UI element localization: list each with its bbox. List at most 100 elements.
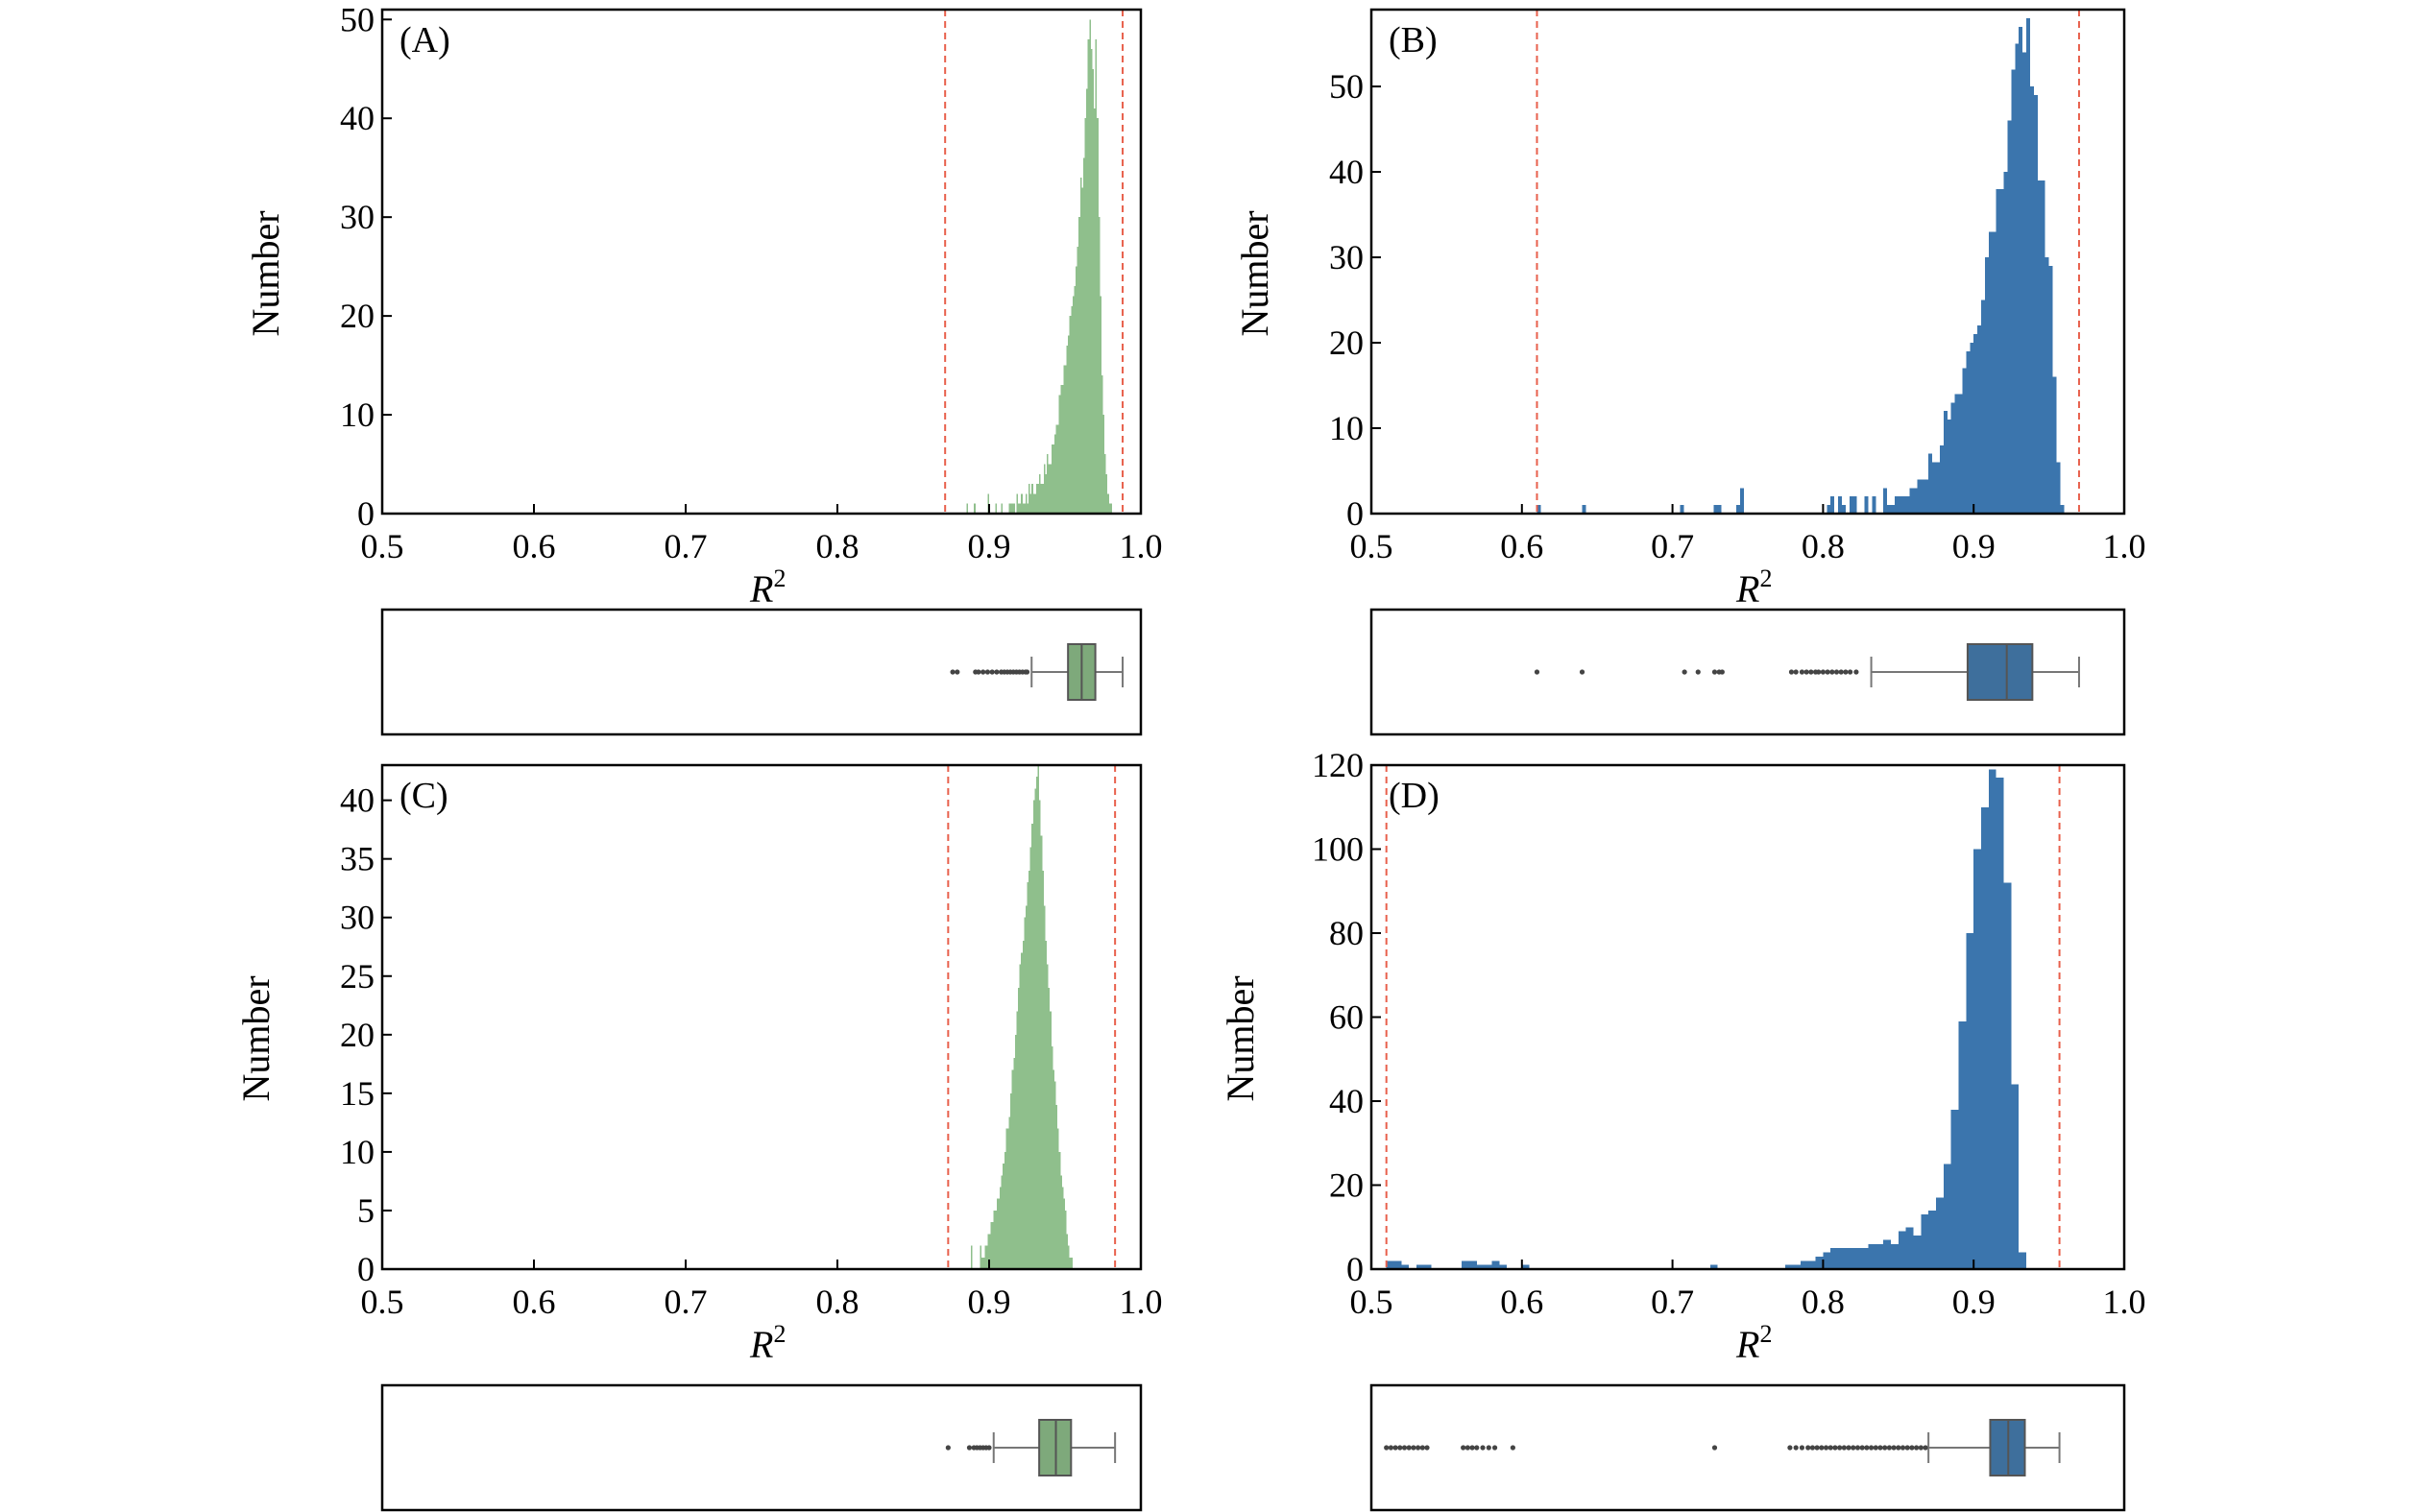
- boxplot-outlier: [1469, 1445, 1475, 1451]
- y-tick-label: 15: [340, 1074, 375, 1113]
- histogram-bar: [1072, 296, 1075, 514]
- histogram-bar: [1901, 496, 1906, 514]
- histogram-bar: [2019, 1252, 2027, 1269]
- boxplot-outlier: [1891, 1445, 1897, 1451]
- x-tick-label: 0.9: [1952, 1283, 1996, 1321]
- boxplot-outlier: [1803, 669, 1809, 675]
- boxplot-outlier: [1886, 1445, 1892, 1451]
- histogram-bar: [1905, 1227, 1914, 1269]
- histogram-bar: [1484, 1264, 1492, 1269]
- boxplot-outlier: [1411, 1445, 1416, 1451]
- histogram-bar: [1883, 1239, 1891, 1269]
- panel-B: 0.5 0.6 0.7 0.8 0.9 1.0 0 10 20 30 40 50 (B) Number R2: [1233, 8, 2146, 736]
- histogram-bar: [1037, 484, 1040, 514]
- histogram-bar: [1913, 488, 1918, 514]
- histogram-bar: [1069, 1257, 1072, 1269]
- boxplot-outlier: [1825, 669, 1830, 675]
- histogram-bar: [1868, 1243, 1876, 1269]
- boxplot-frame: [1369, 1383, 2126, 1512]
- y-tick-label: 0: [1346, 1250, 1364, 1288]
- histogram-bar: [1909, 488, 1914, 514]
- boxplot-outlier: [1486, 1445, 1491, 1451]
- histogram-bar: [1011, 503, 1014, 514]
- boxplot-box: [1966, 643, 2034, 701]
- boxplot-outlier: [1719, 669, 1725, 675]
- histogram-bar: [989, 1234, 991, 1269]
- histogram-bar: [1864, 496, 1869, 514]
- histogram-bar: [1107, 493, 1109, 514]
- histogram-bar: [1035, 484, 1038, 514]
- histogram-bar: [1943, 1164, 1951, 1269]
- histogram-bar: [2026, 17, 2030, 514]
- histogram-bar: [1019, 503, 1022, 514]
- y-tick-label: 20: [1329, 324, 1364, 362]
- boxplot-outlier: [1401, 1445, 1408, 1451]
- boxplot-outlier: [1406, 1445, 1412, 1451]
- histogram-bar: [1060, 385, 1062, 514]
- histogram-bar: [1071, 305, 1073, 514]
- histogram-bar: [1996, 188, 2000, 514]
- panel-label: (A): [399, 20, 450, 60]
- histogram-bar: [1921, 479, 1925, 514]
- histogram-bar: [1024, 503, 1026, 514]
- boxplot-outlier: [1868, 1445, 1875, 1451]
- y-tick-label: 50: [340, 0, 375, 38]
- histogram-bar: [1095, 38, 1098, 514]
- x-tick-label: 0.9: [968, 527, 1011, 565]
- histogram-bar: [966, 503, 968, 514]
- histogram-bar: [1037, 765, 1040, 1269]
- boxplot-outlier: [1914, 1445, 1920, 1451]
- histogram-bar: [1924, 479, 1929, 514]
- histogram-bar: [1060, 1175, 1062, 1269]
- histogram-bar: [1958, 1020, 1967, 1269]
- y-tick-label: 40: [340, 781, 375, 820]
- boxplot-outlier: [1820, 669, 1826, 675]
- histogram-bar: [1890, 1243, 1899, 1269]
- panel-A: 0.5 0.6 0.7 0.8 0.9 1.0 0 10 20 30 40 50 (A) Number R2: [244, 0, 1163, 736]
- histogram-bar: [1094, 108, 1096, 515]
- histogram-bar: [1029, 847, 1032, 1269]
- histogram-bar: [1966, 350, 1971, 514]
- histogram-bar: [1039, 473, 1041, 514]
- histogram-bar: [1077, 247, 1079, 514]
- histogram-bar: [1838, 496, 1842, 514]
- histogram-bar: [1830, 1248, 1839, 1269]
- histogram-bar: [1977, 325, 1982, 514]
- boxplot-outlier: [1711, 1445, 1718, 1451]
- histogram-bar: [971, 1245, 973, 1269]
- histogram-bar: [2060, 505, 2065, 514]
- histogram-bar: [1031, 484, 1033, 514]
- histogram-bar: [1058, 395, 1061, 514]
- histogram-bar: [1872, 496, 1876, 514]
- x-tick-label: 0.5: [1350, 1283, 1393, 1321]
- y-axis-label: Number: [234, 975, 278, 1101]
- histogram-bar: [2030, 86, 2034, 514]
- y-axis-label: Number: [1233, 210, 1276, 336]
- histogram-bar: [1416, 1264, 1424, 1269]
- histogram-bar: [984, 1245, 986, 1269]
- boxplot-outlier: [945, 1445, 951, 1451]
- histogram-bar: [1022, 503, 1025, 514]
- histogram-bar: [1709, 1264, 1718, 1269]
- histogram-bar: [1887, 505, 1891, 514]
- boxplot-outlier: [1900, 1445, 1906, 1451]
- histogram-bar: [2052, 376, 2057, 514]
- histogram-bar: [1016, 1011, 1019, 1269]
- histogram-bar: [1061, 1187, 1064, 1269]
- panel-C: 0.5 0.6 0.7 0.8 0.9 1.0 0 5 10 15 20 25 30 35 40 (C) Num…: [234, 763, 1163, 1512]
- histogram-bar: [1010, 503, 1012, 514]
- x-tick-label: 0.5: [361, 1283, 404, 1321]
- histogram-bars-D: [1386, 769, 2027, 1269]
- histogram-bar: [1876, 1243, 1884, 1269]
- x-tick-label: 1.0: [2103, 527, 2146, 565]
- histogram-bar: [982, 1257, 985, 1269]
- boxplot-outlier: [1896, 1445, 1901, 1451]
- x-tick-label: 0.6: [513, 527, 556, 565]
- histogram-bar: [1097, 118, 1099, 514]
- y-tick-label: 0: [357, 1250, 375, 1288]
- x-tick-label: 0.9: [1952, 527, 1996, 565]
- histogram-bar: [1027, 882, 1029, 1269]
- y-tick-label: 40: [1329, 153, 1364, 191]
- y-tick-label: 0: [357, 494, 375, 533]
- histogram-bar: [2033, 94, 2038, 515]
